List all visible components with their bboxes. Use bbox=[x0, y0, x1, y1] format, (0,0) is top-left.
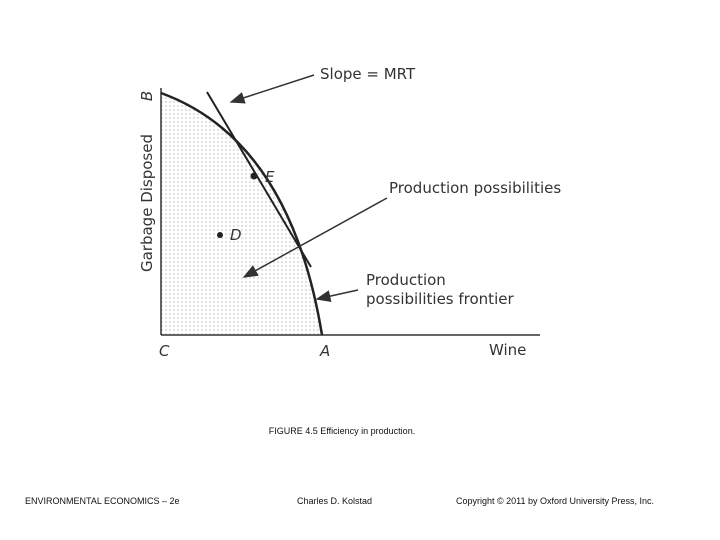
point-label: A bbox=[319, 342, 330, 360]
point-label: D bbox=[230, 226, 242, 244]
point-label: E bbox=[265, 168, 275, 186]
frontier-curve bbox=[160, 91, 324, 336]
footer-center: Charles D. Kolstad bbox=[297, 496, 372, 506]
tangent-line bbox=[206, 91, 312, 268]
feasible-region bbox=[161, 93, 322, 335]
footer-right: Copyright © 2011 by Oxford University Pr… bbox=[456, 496, 654, 506]
point-label: B bbox=[138, 91, 156, 101]
point-d bbox=[217, 232, 223, 238]
annotation: possibilities frontier bbox=[366, 290, 514, 308]
annotation: Slope = MRT bbox=[320, 65, 416, 83]
y-axis-label: Garbage Disposed bbox=[138, 134, 156, 272]
annotation: Production possibilities bbox=[389, 179, 561, 197]
footer-left: ENVIRONMENTAL ECONOMICS – 2e bbox=[25, 496, 180, 506]
point-label: C bbox=[159, 342, 170, 360]
annotation: Production bbox=[366, 271, 446, 289]
point-e bbox=[250, 172, 258, 180]
caption: FIGURE 4.5 Efficiency in production. bbox=[269, 426, 415, 436]
arrow bbox=[229, 74, 315, 104]
x-axis-label: Wine bbox=[489, 341, 526, 359]
arrow bbox=[242, 197, 388, 278]
arrow bbox=[315, 289, 359, 302]
